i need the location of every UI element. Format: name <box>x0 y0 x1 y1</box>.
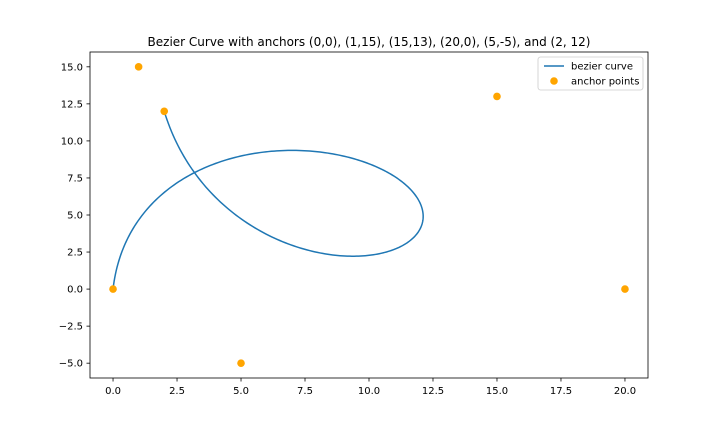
anchor-point-5 <box>160 107 169 116</box>
y-tick-label-0: −5.0 <box>59 359 83 370</box>
legend-label-1: anchor points <box>571 77 639 88</box>
anchor-point-4 <box>237 359 245 367</box>
y-tick-label-8: 15.0 <box>61 62 83 73</box>
y-tick-label-2: 0.0 <box>67 285 83 296</box>
x-tick-label-1: 2.5 <box>169 386 185 397</box>
x-tick-label-6: 15.0 <box>486 386 508 397</box>
legend-label-0: bezier curve <box>571 62 633 73</box>
y-tick-label-5: 7.5 <box>67 173 83 184</box>
legend: bezier curve anchor points <box>537 56 644 91</box>
y-tick-label-6: 10.0 <box>61 136 83 147</box>
x-tick-label-4: 10.0 <box>358 386 380 397</box>
anchor-point-2 <box>493 92 501 101</box>
axes: 0.0 2.5 5.0 7.5 10.0 12.5 15.0 17.5 20.0 −5.0 −2.5… <box>59 51 649 397</box>
bezier-curve-line <box>112 111 424 290</box>
y-tick-label-4: 5.0 <box>67 211 83 222</box>
x-tick-label-8: 20.0 <box>614 386 636 397</box>
x-tick-label-2: 5.0 <box>233 386 249 397</box>
y-tick-label-1: −2.5 <box>59 322 83 333</box>
y-tick-label-3: 2.5 <box>67 248 83 259</box>
axes-frame <box>89 51 649 379</box>
legend-box <box>537 56 644 91</box>
anchor-point-0 <box>109 285 117 293</box>
chart-title: Bezier Curve with anchors (0,0), (1,15),… <box>148 35 591 49</box>
x-tick-label-0: 0.0 <box>105 386 121 397</box>
y-tick-label-7: 12.5 <box>61 99 83 110</box>
anchor-point-3 <box>621 285 629 293</box>
legend-marker-swatch <box>550 77 558 85</box>
x-tick-label-7: 17.5 <box>550 386 572 397</box>
anchor-point-1 <box>134 63 143 71</box>
plot-area <box>109 63 629 367</box>
x-tick-label-5: 12.5 <box>422 386 444 397</box>
x-tick-label-3: 7.5 <box>297 386 313 397</box>
